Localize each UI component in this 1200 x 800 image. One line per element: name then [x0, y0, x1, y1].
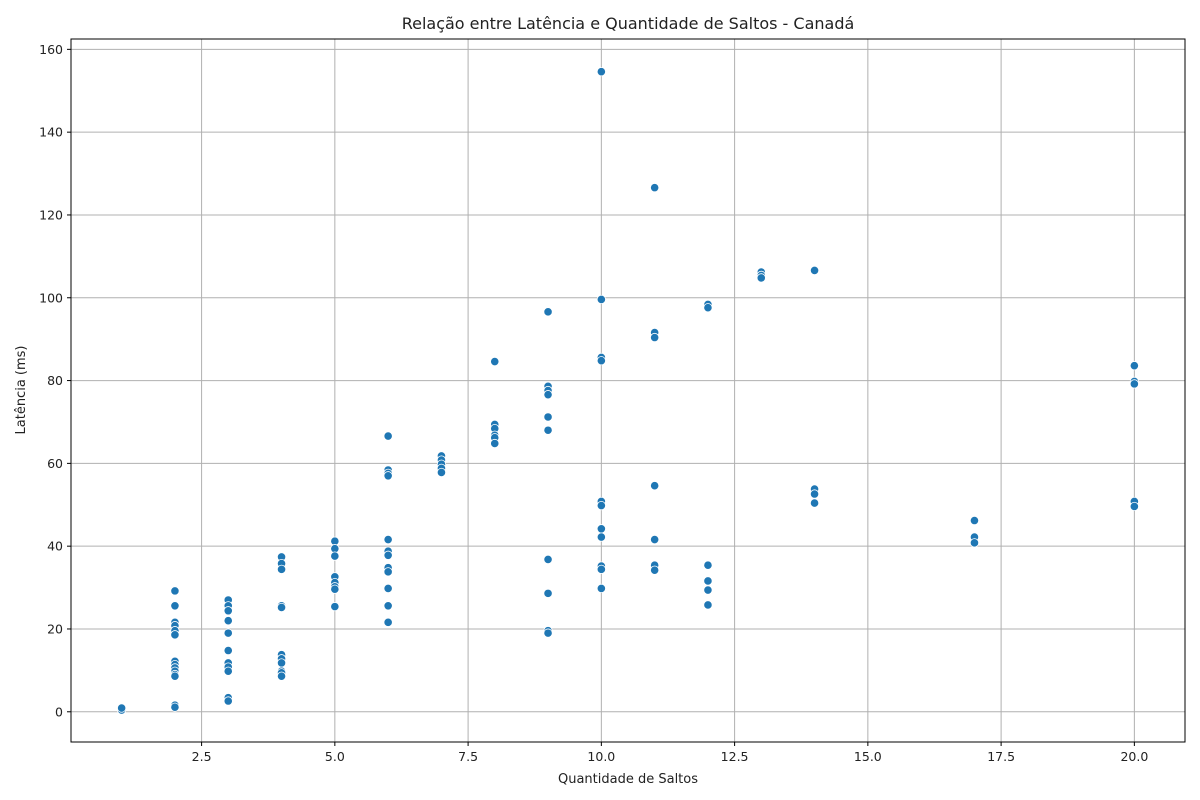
data-point [490, 356, 500, 367]
data-point [809, 498, 820, 508]
x-tick-label: 10.0 [587, 749, 615, 764]
data-point [596, 564, 606, 574]
data-point [170, 630, 180, 640]
data-point [223, 666, 233, 676]
data-point [703, 560, 713, 570]
ticks-layer: 2.5 5.0 7.5 10.0 12.5 15.0 17.5 20.0 0 20 40 60 80 10… [39, 42, 1148, 764]
y-tick-label: 160 [39, 42, 63, 57]
x-tick-label: 20.0 [1120, 749, 1148, 764]
y-tick-label: 0 [55, 704, 63, 719]
data-point [543, 588, 553, 598]
data-point [596, 532, 606, 542]
plot-frame [70, 38, 1186, 743]
data-point [650, 565, 660, 575]
data-point [543, 390, 553, 400]
data-point [383, 617, 393, 627]
data-point [170, 601, 180, 611]
chart-title: Relação entre Latência e Quantidade de S… [402, 14, 855, 33]
data-point [543, 412, 553, 422]
data-point [596, 67, 606, 77]
y-tick-label: 60 [47, 456, 63, 471]
data-point [756, 273, 766, 283]
x-tick-label: 12.5 [721, 749, 749, 764]
data-point [276, 658, 287, 668]
data-point [383, 431, 393, 441]
data-point [276, 671, 287, 681]
data-point [383, 601, 393, 611]
data-point [596, 356, 606, 366]
data-point [596, 294, 606, 305]
data-point [596, 500, 606, 511]
y-tick-label: 140 [39, 125, 63, 140]
x-tick-label: 7.5 [458, 749, 478, 764]
y-tick-label: 120 [39, 207, 63, 222]
data-point [383, 567, 393, 577]
data-point [650, 534, 660, 545]
data-point [383, 471, 393, 481]
data-point [543, 628, 553, 638]
data-point [809, 265, 820, 276]
data-point [703, 303, 713, 313]
data-point [223, 628, 233, 638]
data-point [650, 332, 660, 343]
data-point [383, 550, 393, 560]
y-axis-label: Latência (ms) [14, 346, 29, 435]
data-point [490, 438, 500, 449]
data-point [703, 576, 713, 586]
data-point [1129, 379, 1139, 389]
grid-layer [71, 39, 1185, 742]
data-point [596, 583, 606, 593]
data-point [383, 583, 393, 593]
data-point [170, 702, 180, 712]
y-tick-label: 100 [39, 290, 63, 305]
data-point [650, 183, 660, 193]
data-point [1129, 501, 1139, 512]
x-tick-label: 15.0 [854, 749, 882, 764]
data-point [170, 586, 180, 596]
data-point [170, 671, 180, 681]
data-point [543, 307, 553, 317]
data-point [330, 602, 340, 612]
data-point [223, 606, 233, 616]
data-point [276, 564, 287, 574]
data-point [543, 554, 553, 565]
data-point [383, 534, 393, 545]
data-point [703, 600, 713, 610]
y-tick-label: 40 [47, 539, 63, 554]
data-point [543, 425, 553, 435]
points-layer [117, 67, 1139, 715]
y-tick-label: 80 [47, 373, 63, 388]
data-point [703, 585, 713, 595]
data-point [969, 515, 980, 526]
data-point [809, 489, 820, 499]
x-tick-label: 5.0 [325, 749, 345, 764]
data-point [596, 524, 606, 534]
y-tick-label: 20 [47, 621, 63, 636]
x-axis-label: Quantidade de Saltos [558, 772, 698, 787]
data-point [330, 551, 340, 561]
data-point [1129, 361, 1139, 371]
x-tick-label: 2.5 [192, 749, 212, 764]
data-point [330, 584, 340, 594]
data-point [117, 703, 127, 713]
data-point [969, 538, 980, 548]
data-point [223, 696, 233, 706]
data-point [223, 645, 233, 656]
x-tick-label: 17.5 [987, 749, 1015, 764]
data-point [276, 602, 287, 613]
data-point [650, 481, 660, 491]
data-point [436, 467, 447, 478]
data-point [223, 616, 233, 626]
